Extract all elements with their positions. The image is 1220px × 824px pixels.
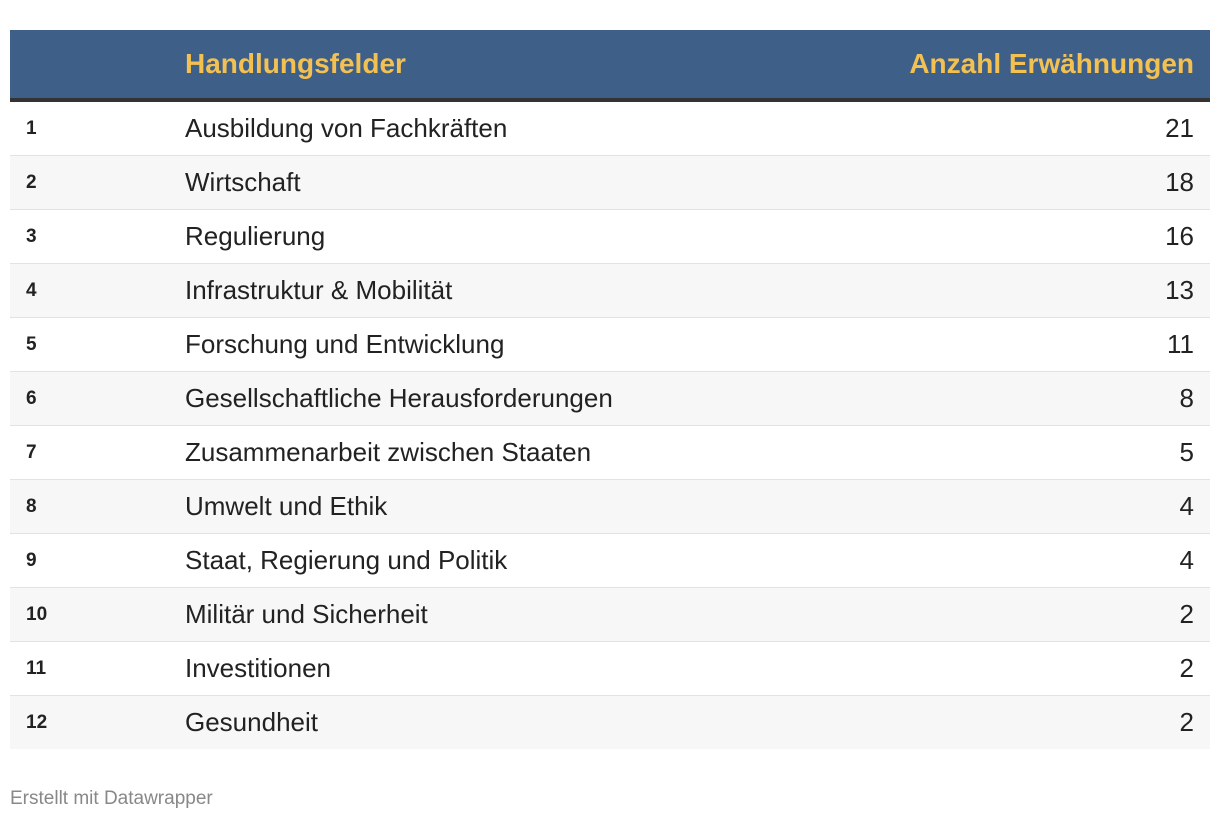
row-anzahl: 2 — [1179, 653, 1194, 683]
row-rank: 11 — [26, 657, 47, 679]
row-handlungsfeld: Regulierung — [185, 221, 326, 251]
row-anzahl: 16 — [1165, 221, 1194, 251]
header-anzahl: Anzahl Erwähnungen — [909, 48, 1194, 79]
row-handlungsfeld: Wirtschaft — [185, 167, 301, 197]
row-handlungsfeld: Zusammenarbeit zwischen Staaten — [185, 437, 592, 467]
row-rank: 4 — [26, 279, 37, 301]
row-rank: 3 — [26, 225, 37, 247]
row-handlungsfeld: Ausbildung von Fachkräften — [185, 113, 508, 143]
table-row: 5 Forschung und Entwicklung 11 — [10, 318, 1210, 372]
row-anzahl: 11 — [1167, 329, 1194, 359]
row-anzahl: 2 — [1179, 707, 1194, 737]
table-body: 1 Ausbildung von Fachkräften 21 2 Wirtschaft… — [10, 102, 1210, 749]
table-row: 4 Infrastruktur & Mobilität 13 — [10, 264, 1210, 318]
row-anzahl: 18 — [1165, 167, 1194, 197]
table-row: 3 Regulierung 16 — [10, 210, 1210, 264]
table-row: 11 Investitionen 2 — [10, 642, 1210, 696]
row-handlungsfeld: Militär und Sicherheit — [185, 599, 428, 629]
table-row: 1 Ausbildung von Fachkräften 21 — [10, 102, 1210, 156]
table-row: 12 Gesundheit 2 — [10, 696, 1210, 749]
table-header: Handlungsfelder Anzahl Erwähnungen — [10, 30, 1210, 102]
row-rank: 7 — [26, 441, 37, 463]
table-row: 10 Militär und Sicherheit 2 — [10, 588, 1210, 642]
row-anzahl: 5 — [1179, 437, 1194, 467]
footer-credit: Erstellt mit Datawrapper — [10, 788, 213, 809]
row-handlungsfeld: Forschung und Entwicklung — [185, 329, 505, 359]
row-rank: 6 — [26, 387, 37, 409]
row-rank: 2 — [26, 171, 37, 193]
row-anzahl: 8 — [1179, 383, 1194, 413]
row-rank: 5 — [26, 333, 37, 355]
row-handlungsfeld: Gesundheit — [185, 707, 318, 737]
header-handlungsfelder: Handlungsfelder — [185, 48, 406, 79]
row-rank: 12 — [26, 711, 48, 733]
row-handlungsfeld: Umwelt und Ethik — [185, 491, 388, 521]
row-rank: 8 — [26, 495, 37, 517]
data-table: Handlungsfelder Anzahl Erwähnungen 1 Ausb… — [10, 30, 1210, 749]
row-rank: 9 — [26, 549, 37, 571]
row-handlungsfeld: Infrastruktur & Mobilität — [185, 275, 453, 305]
row-anzahl: 2 — [1179, 599, 1194, 629]
row-anzahl: 4 — [1179, 491, 1194, 521]
row-handlungsfeld: Investitionen — [185, 653, 331, 683]
table-row: 7 Zusammenarbeit zwischen Staaten 5 — [10, 426, 1210, 480]
row-anzahl: 21 — [1165, 113, 1194, 143]
table-row: 8 Umwelt und Ethik 4 — [10, 480, 1210, 534]
table-row: 6 Gesellschaftliche Herausforderungen 8 — [10, 372, 1210, 426]
row-anzahl: 13 — [1165, 275, 1194, 305]
table-row: 2 Wirtschaft 18 — [10, 156, 1210, 210]
table-row: 9 Staat, Regierung und Politik 4 — [10, 534, 1210, 588]
row-rank: 1 — [26, 117, 37, 139]
row-handlungsfeld: Gesellschaftliche Herausforderungen — [185, 383, 613, 413]
row-anzahl: 4 — [1179, 545, 1194, 575]
row-rank: 10 — [26, 603, 48, 625]
row-handlungsfeld: Staat, Regierung und Politik — [185, 545, 508, 575]
